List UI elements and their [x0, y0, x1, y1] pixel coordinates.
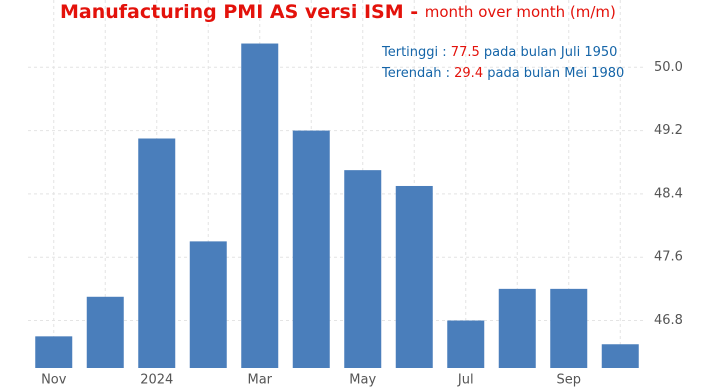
x-tick-label: Nov	[41, 373, 67, 388]
y-tick-label: 50.0	[654, 60, 683, 75]
bar	[292, 130, 330, 368]
y-tick-label: 46.8	[654, 313, 683, 328]
bar	[447, 320, 485, 368]
bar	[344, 170, 382, 368]
annotation-text: pada bulan Mei 1980	[483, 66, 624, 81]
x-tick-label: 2024	[140, 373, 173, 388]
bar	[395, 185, 433, 368]
bar	[138, 138, 176, 368]
bar	[241, 43, 279, 368]
annotation-label: Tertinggi :	[381, 45, 451, 60]
bar	[189, 241, 227, 368]
subtitle: month over month (m/m)	[425, 3, 616, 21]
annotation: Tertinggi : 77.5 pada bulan Juli 1950	[381, 45, 617, 60]
annotation-value: 29.4	[454, 66, 483, 81]
y-tick-label: 49.2	[654, 123, 683, 138]
x-tick-label: Sep	[556, 373, 581, 388]
title: Manufacturing PMI AS versi ISM -	[60, 1, 425, 23]
x-tick-label: Mar	[247, 373, 272, 388]
bar	[86, 296, 124, 368]
x-tick-label: May	[349, 373, 376, 388]
chart-title: Manufacturing PMI AS versi ISM - month o…	[60, 1, 616, 23]
bar	[550, 288, 588, 368]
bar	[601, 344, 639, 368]
annotation-label: Terendah :	[381, 66, 454, 81]
annotation-text: pada bulan Juli 1950	[480, 45, 618, 60]
y-tick-label: 48.4	[654, 186, 683, 201]
bar	[35, 336, 73, 368]
bar	[498, 288, 536, 368]
x-tick-label: Jul	[457, 373, 474, 388]
y-tick-label: 47.6	[654, 250, 683, 265]
annotation-value: 77.5	[451, 45, 480, 60]
annotation: Terendah : 29.4 pada bulan Mei 1980	[381, 66, 624, 81]
